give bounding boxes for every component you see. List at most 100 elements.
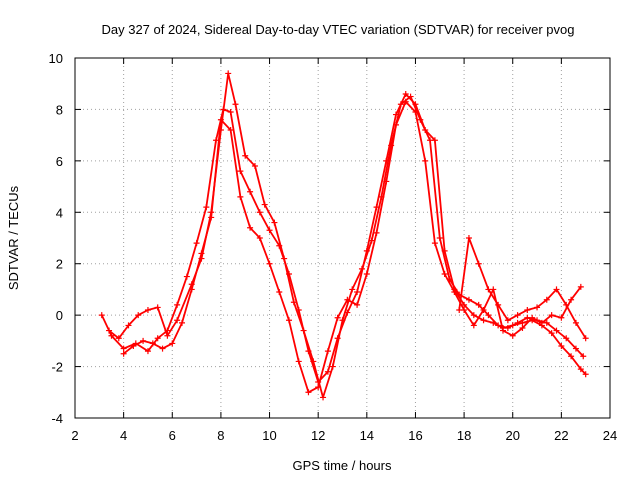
data-point bbox=[504, 317, 511, 324]
data-point bbox=[339, 317, 346, 324]
data-point bbox=[159, 345, 166, 352]
y-tick-label: 6 bbox=[56, 154, 63, 169]
data-point bbox=[329, 363, 336, 370]
data-point bbox=[580, 353, 587, 360]
data-point bbox=[568, 296, 575, 303]
data-point bbox=[154, 304, 161, 311]
data-point bbox=[563, 301, 570, 308]
data-point bbox=[422, 157, 429, 164]
data-point bbox=[543, 296, 550, 303]
data-point bbox=[320, 394, 327, 401]
data-point bbox=[242, 152, 249, 159]
x-tick-label: 16 bbox=[408, 428, 422, 443]
data-point bbox=[237, 168, 244, 175]
x-tick-label: 22 bbox=[554, 428, 568, 443]
data-point bbox=[582, 371, 589, 378]
data-point bbox=[402, 98, 409, 105]
series-track-2 bbox=[106, 70, 587, 401]
y-tick-label: 10 bbox=[49, 51, 63, 66]
data-point bbox=[120, 345, 127, 352]
series-line bbox=[122, 100, 582, 394]
data-point bbox=[500, 327, 506, 334]
data-point bbox=[393, 121, 399, 128]
data-point bbox=[475, 301, 482, 308]
data-point bbox=[465, 235, 472, 241]
data-point bbox=[402, 91, 409, 97]
data-point bbox=[237, 193, 244, 200]
y-tick-label: -2 bbox=[51, 360, 63, 375]
data-point bbox=[324, 368, 331, 375]
data-point bbox=[524, 307, 531, 313]
x-tick-label: 8 bbox=[217, 428, 224, 443]
series-track-4 bbox=[456, 235, 589, 342]
data-point bbox=[412, 109, 419, 115]
x-axis-label: GPS time / hours bbox=[293, 458, 392, 473]
data-point bbox=[135, 312, 142, 319]
grid bbox=[75, 58, 610, 418]
data-point bbox=[363, 271, 370, 277]
data-point bbox=[193, 240, 200, 247]
data-point bbox=[154, 335, 161, 342]
data-point bbox=[208, 214, 215, 221]
data-point bbox=[276, 289, 283, 295]
data-point bbox=[203, 204, 210, 211]
data-point bbox=[373, 229, 380, 236]
data-point bbox=[548, 330, 555, 337]
data-point bbox=[324, 348, 331, 355]
data-point bbox=[397, 101, 404, 108]
data-point bbox=[349, 286, 356, 293]
data-point bbox=[485, 286, 492, 293]
data-point bbox=[149, 340, 156, 347]
data-point bbox=[358, 265, 365, 272]
data-point bbox=[183, 273, 190, 280]
data-point bbox=[563, 335, 570, 342]
data-point bbox=[251, 163, 258, 169]
data-point bbox=[227, 127, 234, 133]
data-point bbox=[98, 312, 105, 319]
data-point bbox=[572, 345, 579, 352]
data-point bbox=[344, 296, 351, 303]
y-tick-label: 8 bbox=[56, 102, 63, 117]
data-point bbox=[431, 240, 438, 247]
data-point bbox=[106, 327, 113, 334]
data-point bbox=[300, 327, 307, 334]
data-point bbox=[451, 289, 458, 295]
data-point bbox=[315, 384, 322, 391]
data-point bbox=[519, 325, 526, 331]
plot-frame bbox=[74, 57, 611, 419]
data-point bbox=[553, 286, 560, 293]
data-point bbox=[169, 340, 176, 347]
y-tick-label: 4 bbox=[56, 205, 63, 220]
data-point bbox=[470, 322, 477, 329]
data-point bbox=[456, 307, 463, 313]
data-point bbox=[247, 188, 254, 195]
x-tick-label: 24 bbox=[603, 428, 617, 443]
data-point bbox=[577, 283, 584, 290]
data-point bbox=[495, 322, 502, 329]
data-point bbox=[572, 319, 579, 326]
data-point bbox=[130, 343, 137, 349]
x-tick-label: 4 bbox=[120, 428, 127, 443]
data-point bbox=[256, 209, 263, 216]
series-track-3 bbox=[120, 98, 584, 396]
data-point bbox=[247, 224, 254, 231]
data-point bbox=[217, 116, 224, 123]
data-point bbox=[465, 296, 472, 303]
data-point bbox=[577, 366, 584, 373]
data-point bbox=[470, 312, 477, 319]
x-tick-label: 14 bbox=[360, 428, 374, 443]
data-point bbox=[125, 322, 132, 329]
data-point bbox=[115, 335, 122, 342]
data-point bbox=[188, 286, 195, 293]
data-point bbox=[271, 219, 278, 226]
data-point bbox=[334, 314, 341, 321]
data-point bbox=[286, 317, 292, 324]
data-point bbox=[558, 343, 565, 349]
data-point bbox=[281, 255, 288, 262]
y-tick-label: 0 bbox=[56, 308, 63, 323]
y-tick-label: -4 bbox=[51, 411, 63, 426]
data-point bbox=[232, 101, 239, 108]
data-point bbox=[436, 235, 443, 241]
